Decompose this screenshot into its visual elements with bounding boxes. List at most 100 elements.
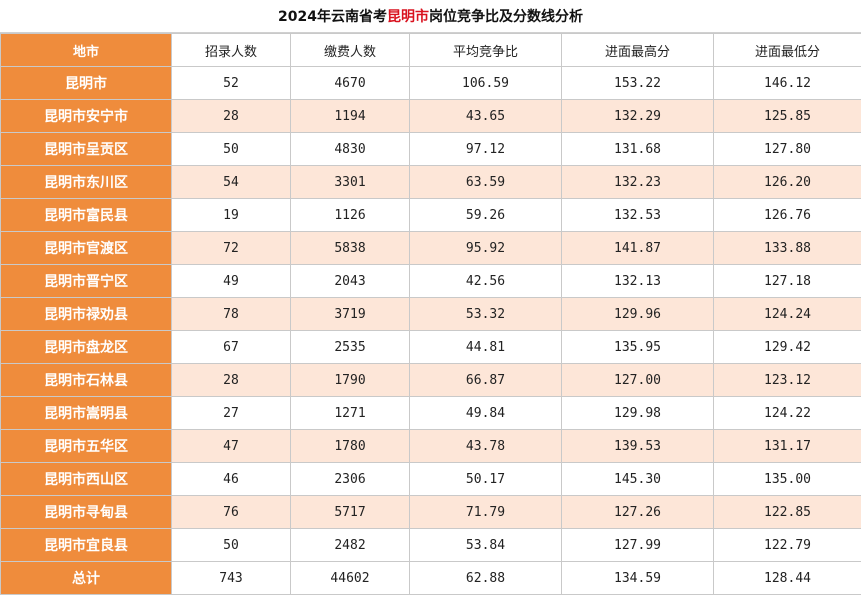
region-cell[interactable]: 昆明市东川区	[1, 166, 172, 199]
header-ratio[interactable]: 平均竞争比	[410, 34, 562, 67]
ratio-cell[interactable]: 44.81	[410, 331, 562, 364]
max-score-cell[interactable]: 132.13	[562, 265, 714, 298]
region-cell[interactable]: 昆明市晋宁区	[1, 265, 172, 298]
paid-cell[interactable]: 5717	[291, 496, 410, 529]
min-score-cell[interactable]: 131.17	[714, 430, 861, 463]
max-score-cell[interactable]: 127.99	[562, 529, 714, 562]
total-ratio-cell[interactable]: 62.88	[410, 562, 562, 595]
total-paid-cell[interactable]: 44602	[291, 562, 410, 595]
paid-cell[interactable]: 1194	[291, 100, 410, 133]
region-cell[interactable]: 昆明市宜良县	[1, 529, 172, 562]
paid-cell[interactable]: 4830	[291, 133, 410, 166]
min-score-cell[interactable]: 127.80	[714, 133, 861, 166]
ratio-cell[interactable]: 43.65	[410, 100, 562, 133]
recruit-cell[interactable]: 72	[172, 232, 291, 265]
max-score-cell[interactable]: 135.95	[562, 331, 714, 364]
paid-cell[interactable]: 5838	[291, 232, 410, 265]
max-score-cell[interactable]: 141.87	[562, 232, 714, 265]
recruit-cell[interactable]: 19	[172, 199, 291, 232]
recruit-cell[interactable]: 76	[172, 496, 291, 529]
max-score-cell[interactable]: 132.29	[562, 100, 714, 133]
ratio-cell[interactable]: 53.84	[410, 529, 562, 562]
header-region[interactable]: 地市	[1, 34, 172, 67]
recruit-cell[interactable]: 78	[172, 298, 291, 331]
total-label-cell[interactable]: 总计	[1, 562, 172, 595]
max-score-cell[interactable]: 129.96	[562, 298, 714, 331]
ratio-cell[interactable]: 97.12	[410, 133, 562, 166]
recruit-cell[interactable]: 49	[172, 265, 291, 298]
min-score-cell[interactable]: 126.20	[714, 166, 861, 199]
paid-cell[interactable]: 2043	[291, 265, 410, 298]
ratio-cell[interactable]: 49.84	[410, 397, 562, 430]
recruit-cell[interactable]: 28	[172, 364, 291, 397]
region-cell[interactable]: 昆明市石林县	[1, 364, 172, 397]
paid-cell[interactable]: 2535	[291, 331, 410, 364]
paid-cell[interactable]: 4670	[291, 67, 410, 100]
total-min-score-cell[interactable]: 128.44	[714, 562, 861, 595]
region-cell[interactable]: 昆明市嵩明县	[1, 397, 172, 430]
min-score-cell[interactable]: 122.85	[714, 496, 861, 529]
min-score-cell[interactable]: 125.85	[714, 100, 861, 133]
min-score-cell[interactable]: 122.79	[714, 529, 861, 562]
ratio-cell[interactable]: 43.78	[410, 430, 562, 463]
paid-cell[interactable]: 1126	[291, 199, 410, 232]
max-score-cell[interactable]: 145.30	[562, 463, 714, 496]
max-score-cell[interactable]: 131.68	[562, 133, 714, 166]
max-score-cell[interactable]: 127.00	[562, 364, 714, 397]
max-score-cell[interactable]: 153.22	[562, 67, 714, 100]
max-score-cell[interactable]: 132.53	[562, 199, 714, 232]
ratio-cell[interactable]: 63.59	[410, 166, 562, 199]
paid-cell[interactable]: 3719	[291, 298, 410, 331]
min-score-cell[interactable]: 124.22	[714, 397, 861, 430]
ratio-cell[interactable]: 42.56	[410, 265, 562, 298]
recruit-cell[interactable]: 54	[172, 166, 291, 199]
region-cell[interactable]: 昆明市安宁市	[1, 100, 172, 133]
header-paid[interactable]: 缴费人数	[291, 34, 410, 67]
region-cell[interactable]: 昆明市西山区	[1, 463, 172, 496]
ratio-cell[interactable]: 106.59	[410, 67, 562, 100]
recruit-cell[interactable]: 28	[172, 100, 291, 133]
region-cell[interactable]: 昆明市五华区	[1, 430, 172, 463]
header-max-score[interactable]: 进面最高分	[562, 34, 714, 67]
total-recruit-cell[interactable]: 743	[172, 562, 291, 595]
ratio-cell[interactable]: 53.32	[410, 298, 562, 331]
region-cell[interactable]: 昆明市寻甸县	[1, 496, 172, 529]
paid-cell[interactable]: 1780	[291, 430, 410, 463]
min-score-cell[interactable]: 135.00	[714, 463, 861, 496]
min-score-cell[interactable]: 126.76	[714, 199, 861, 232]
min-score-cell[interactable]: 133.88	[714, 232, 861, 265]
min-score-cell[interactable]: 127.18	[714, 265, 861, 298]
ratio-cell[interactable]: 66.87	[410, 364, 562, 397]
recruit-cell[interactable]: 52	[172, 67, 291, 100]
recruit-cell[interactable]: 46	[172, 463, 291, 496]
paid-cell[interactable]: 1790	[291, 364, 410, 397]
region-cell[interactable]: 昆明市禄劝县	[1, 298, 172, 331]
max-score-cell[interactable]: 132.23	[562, 166, 714, 199]
ratio-cell[interactable]: 71.79	[410, 496, 562, 529]
paid-cell[interactable]: 2306	[291, 463, 410, 496]
region-cell[interactable]: 昆明市呈贡区	[1, 133, 172, 166]
ratio-cell[interactable]: 50.17	[410, 463, 562, 496]
recruit-cell[interactable]: 50	[172, 529, 291, 562]
region-cell[interactable]: 昆明市	[1, 67, 172, 100]
recruit-cell[interactable]: 47	[172, 430, 291, 463]
min-score-cell[interactable]: 124.24	[714, 298, 861, 331]
header-recruit[interactable]: 招录人数	[172, 34, 291, 67]
paid-cell[interactable]: 3301	[291, 166, 410, 199]
region-cell[interactable]: 昆明市富民县	[1, 199, 172, 232]
paid-cell[interactable]: 2482	[291, 529, 410, 562]
max-score-cell[interactable]: 129.98	[562, 397, 714, 430]
paid-cell[interactable]: 1271	[291, 397, 410, 430]
region-cell[interactable]: 昆明市官渡区	[1, 232, 172, 265]
max-score-cell[interactable]: 139.53	[562, 430, 714, 463]
recruit-cell[interactable]: 67	[172, 331, 291, 364]
min-score-cell[interactable]: 146.12	[714, 67, 861, 100]
header-min-score[interactable]: 进面最低分	[714, 34, 861, 67]
recruit-cell[interactable]: 50	[172, 133, 291, 166]
total-max-score-cell[interactable]: 134.59	[562, 562, 714, 595]
min-score-cell[interactable]: 123.12	[714, 364, 861, 397]
min-score-cell[interactable]: 129.42	[714, 331, 861, 364]
recruit-cell[interactable]: 27	[172, 397, 291, 430]
ratio-cell[interactable]: 59.26	[410, 199, 562, 232]
max-score-cell[interactable]: 127.26	[562, 496, 714, 529]
